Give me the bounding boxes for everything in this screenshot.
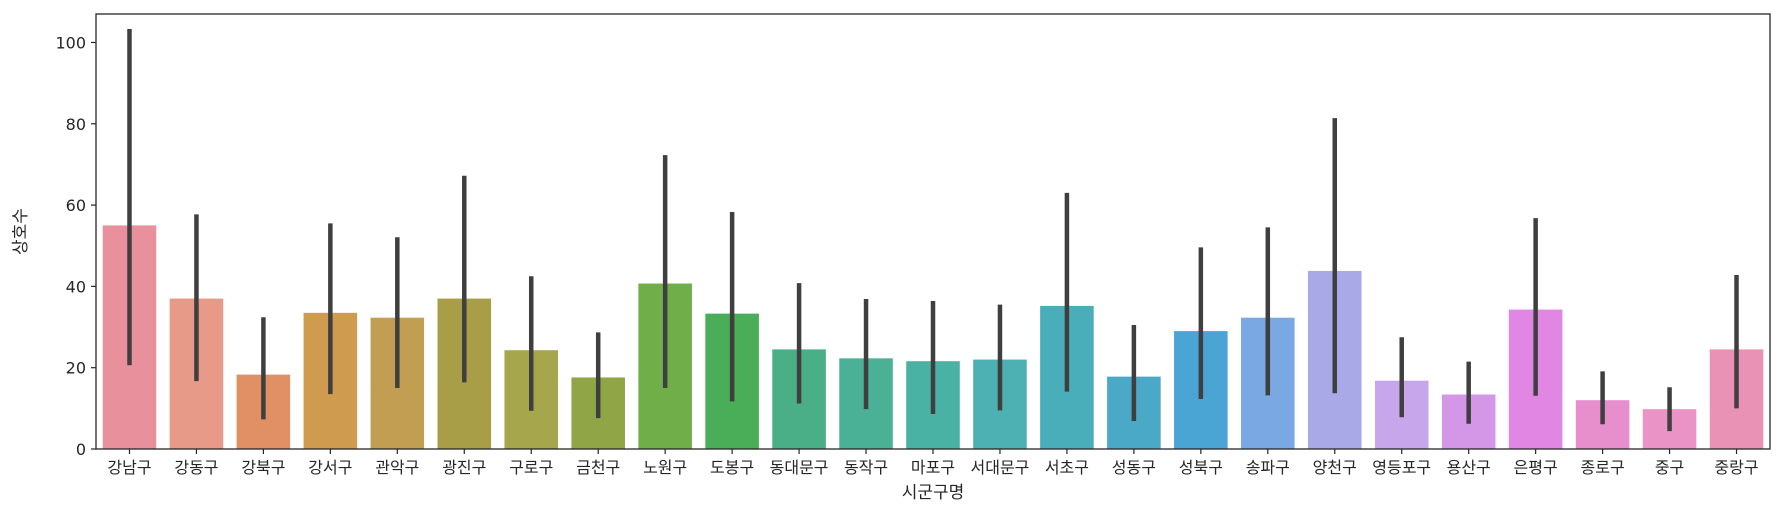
x-tick-label: 구로구 — [509, 458, 553, 477]
x-tick-label: 중랑구 — [1714, 458, 1758, 477]
bars-group — [102, 225, 1764, 449]
x-tick-label: 서초구 — [1045, 458, 1089, 477]
x-tick-label: 송파구 — [1246, 458, 1290, 477]
y-tick-label: 100 — [55, 33, 86, 52]
y-axis-ticks: 0 20 40 60 80 100 — [55, 33, 96, 459]
y-tick-label: 60 — [66, 196, 86, 215]
x-tick-label: 용산구 — [1447, 458, 1491, 477]
x-tick-label: 강서구 — [308, 458, 352, 477]
error-bars-group — [127, 29, 1739, 432]
x-tick-label: 강남구 — [107, 458, 151, 477]
x-tick-label: 강동구 — [174, 458, 218, 477]
x-tick-label: 영등포구 — [1372, 458, 1431, 477]
x-axis-label: 시군구명 — [902, 483, 965, 503]
x-tick-label: 중구 — [1655, 458, 1684, 477]
x-tick-label: 마포구 — [911, 458, 955, 477]
x-tick-label: 광진구 — [442, 458, 486, 477]
y-axis-label: 상호수 — [11, 208, 31, 255]
y-tick-label: 40 — [66, 277, 86, 296]
x-axis-ticks: 강남구 강동구 강북구 강서구 관악구 광진구 구로구 금천구 노원구 도봉구 동대문구 동작구 마포구… — [107, 449, 1759, 477]
x-tick-label: 도봉구 — [710, 458, 754, 477]
x-tick-label: 서대문구 — [971, 458, 1030, 477]
x-tick-label: 은평구 — [1514, 458, 1558, 477]
x-tick-label: 동대문구 — [770, 458, 829, 477]
x-tick-label: 관악구 — [375, 458, 419, 477]
y-tick-label: 20 — [66, 359, 86, 378]
y-tick-label: 80 — [66, 115, 86, 134]
x-tick-label: 종로구 — [1581, 458, 1625, 477]
x-tick-label: 양천구 — [1313, 458, 1357, 477]
x-tick-label: 금천구 — [576, 458, 620, 477]
x-tick-label: 노원구 — [643, 458, 687, 477]
x-tick-label: 동작구 — [844, 458, 888, 477]
y-tick-label: 0 — [76, 440, 86, 459]
x-tick-label: 성동구 — [1112, 458, 1156, 477]
x-tick-label: 성북구 — [1179, 458, 1223, 477]
x-tick-label: 강북구 — [241, 458, 285, 477]
